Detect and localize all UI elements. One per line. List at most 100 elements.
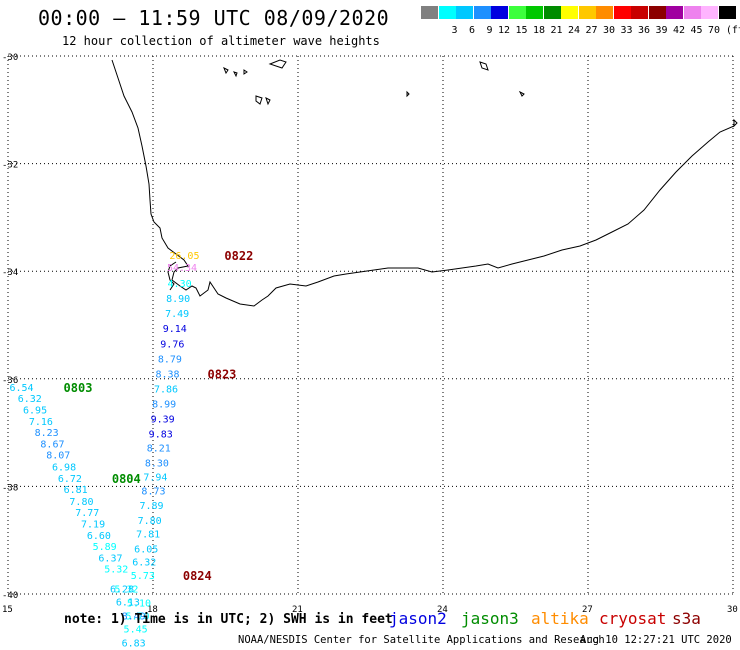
satellite-name-jason3: jason3 [461, 609, 519, 628]
footnote: note: 1) Time is in UTC; 2) SWH is in fe… [64, 612, 393, 627]
legend-label: 70 [707, 25, 720, 36]
cape-peninsula [167, 261, 177, 291]
wave-height-value: 6.05 [134, 544, 158, 555]
legend-label: 33 [620, 25, 633, 36]
credit-line: NOAA/NESDIS Center for Satellite Applica… [238, 634, 605, 646]
wave-height-value: 7.89 [140, 501, 164, 512]
wave-height-value: 8.21 [147, 444, 171, 455]
wave-height-value: 6.72 [58, 474, 82, 485]
legend-swatch [508, 6, 526, 19]
wave-height-value: 7.81 [136, 530, 160, 541]
lon-tick-label: 24 [437, 605, 448, 615]
wave-height-value: 5.32 [114, 585, 138, 596]
track-0824: 5.73 5.32 5.10 5.705.45 6.83 0824 [114, 569, 211, 649]
wave-height-value: 7.80 [69, 497, 93, 508]
legend-unit: (ft) [725, 25, 740, 36]
wave-height-value: 6.60 [87, 531, 111, 542]
wave-height-value: 5.32 [104, 565, 128, 576]
wave-height-value: 7.80 [138, 516, 162, 527]
wave-height-value: 5.73 [131, 571, 155, 582]
wave-height-value: 8.07 [46, 451, 70, 462]
wave-height-value: 7.86 [154, 384, 178, 395]
coastline [111, 59, 738, 307]
legend-label: 3 [451, 25, 458, 36]
south-africa-coastline [111, 59, 735, 307]
track-time-label: 0823 [208, 367, 237, 381]
track-0823: 8.38 7.86 8.99 9.39 9.83 8.21 8.30 7.94 8.73 7.89… [132, 367, 236, 568]
legend-label: 39 [655, 25, 668, 36]
axis-tick-labels: -30 -32 -34 -36 -38 -40 15 18 21 24 27 30 [2, 53, 738, 615]
legend-label: 18 [532, 25, 545, 36]
wave-height-value: 7.94 [143, 473, 167, 484]
legend-label: 9 [486, 25, 493, 36]
wave-height-value: 8.23 [35, 428, 59, 439]
track-0803: 6.546.326.957.168.238.678.076.98 0803 [9, 381, 92, 474]
legend-swatch [718, 6, 736, 19]
legend-label: 15 [515, 25, 528, 36]
wave-height-value: 6.32 [132, 558, 156, 569]
wave-height-value: 9.76 [160, 339, 184, 350]
wave-height-value: 9.14 [163, 324, 187, 335]
lon-tick-label: 21 [292, 605, 303, 615]
satellite-name-s3a: s3a [672, 609, 701, 628]
legend-swatch [648, 6, 666, 19]
legend-swatch [561, 6, 578, 19]
wave-height-value: 6.95 [23, 405, 47, 416]
lat-tick-label: -30 [2, 53, 18, 63]
lat-tick-label: -38 [2, 483, 18, 493]
lon-tick-label: 27 [582, 605, 593, 615]
wave-height-value: 6.32 [18, 394, 42, 405]
wave-height-value: 6.37 [98, 553, 122, 564]
wave-height-value: 6.83 [122, 638, 146, 649]
wave-height-value: 7.49 [165, 309, 189, 320]
page-subtitle: 12 hour collection of altimeter wave hei… [62, 34, 380, 48]
wave-height-value: 5.89 [93, 542, 117, 553]
satellite-name-jason2: jason2 [389, 609, 447, 628]
legend-swatch [666, 6, 683, 19]
legend-swatch [421, 6, 438, 19]
wave-height-value: 6.54 [9, 383, 33, 394]
legend-label: 12 [497, 25, 510, 36]
page-title: 00:00 – 11:59 UTC 08/09/2020 [38, 6, 390, 30]
legend-swatch [526, 6, 543, 19]
wave-height-value: 7.16 [29, 417, 53, 428]
legend-label: 45 [690, 25, 703, 36]
legend-swatch [543, 6, 561, 19]
wave-height-value: 7.19 [81, 520, 105, 531]
lat-tick-label: -36 [2, 376, 18, 386]
wave-height-value: 8.30 [145, 459, 169, 470]
offshore-islands [223, 59, 738, 128]
legend-swatch [456, 6, 473, 19]
legend-swatch [438, 6, 456, 19]
wave-height-value: 8.73 [141, 487, 165, 498]
wave-height-value: 6.81 [64, 485, 88, 496]
track-0804: 6.726.817.807.777.196.605.896.375.326.28… [58, 472, 146, 623]
wave-height-value: 8.99 [152, 400, 176, 411]
track-time-label: 0822 [224, 249, 253, 263]
legend-swatch [631, 6, 648, 19]
wave-height-value: 5.70 [125, 612, 149, 623]
lat-tick-label: -40 [2, 591, 18, 601]
wave-height-value: 8.67 [40, 439, 64, 450]
legend-label: 6 [468, 25, 475, 36]
lon-tick-label: 15 [2, 605, 13, 615]
legend-label: 42 [672, 25, 685, 36]
lat-tick-label: -32 [2, 161, 18, 171]
legend-label: 30 [602, 25, 615, 36]
legend-label: 36 [637, 25, 650, 36]
wave-height-value: 6.98 [52, 462, 76, 473]
wave-height-value: 6.28 [110, 585, 134, 596]
legend-label: 24 [567, 25, 580, 36]
lat-lon-grid [7, 55, 734, 595]
wave-height-value: 8.90 [166, 294, 190, 305]
wave-height-value: 6.13 [116, 598, 140, 609]
wave-height-value: 8.38 [155, 369, 179, 380]
wave-height-value: 4.30 [168, 279, 192, 290]
track-time-label: 0804 [112, 472, 141, 486]
wave-height-value: 8.49 [122, 612, 146, 623]
legend-swatch [613, 6, 631, 19]
legend-swatch [491, 6, 508, 19]
wave-height-value: 26.05 [169, 251, 199, 262]
lon-tick-label: 30 [727, 605, 738, 615]
